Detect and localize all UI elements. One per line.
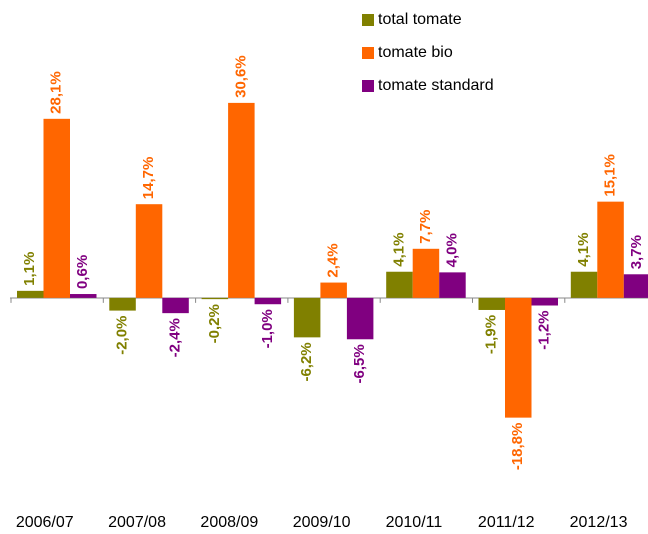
value-label: -18,8%	[509, 423, 526, 471]
x-tick-label: 2006/07	[16, 514, 74, 531]
bar	[412, 248, 440, 298]
bar	[478, 297, 505, 310]
bar	[346, 297, 374, 340]
bar	[505, 297, 532, 418]
x-tick-label: 2008/09	[200, 514, 258, 531]
bar	[43, 118, 70, 298]
x-tick-label: 2009/10	[293, 514, 351, 531]
value-label: 0,6%	[74, 255, 91, 289]
bar	[70, 294, 97, 298]
bar	[254, 297, 282, 305]
bar	[228, 102, 255, 298]
bar	[293, 297, 321, 338]
value-label: -6,2%	[298, 342, 315, 381]
bar	[320, 282, 347, 298]
bar	[135, 204, 163, 298]
legend-swatch	[362, 47, 374, 59]
bar	[570, 271, 598, 298]
bar	[162, 297, 189, 314]
value-label: 3,7%	[628, 235, 645, 269]
value-label: -6,5%	[351, 344, 368, 383]
value-label: -1,2%	[536, 311, 553, 350]
value-label: 2,4%	[325, 243, 342, 277]
value-label: 4,1%	[390, 233, 407, 267]
bar	[386, 271, 413, 298]
legend-swatch	[362, 80, 374, 92]
value-label: 7,7%	[417, 210, 434, 244]
x-tick-label: 2010/11	[386, 514, 443, 531]
value-label: 30,6%	[232, 55, 249, 98]
value-label: -0,2%	[206, 304, 223, 343]
x-tick-label: 2012/13	[570, 514, 628, 531]
bar	[597, 201, 624, 298]
value-label: 1,1%	[21, 252, 38, 286]
bar	[201, 297, 229, 300]
value-label: -1,0%	[259, 309, 276, 348]
legend-label: tomate standard	[378, 77, 494, 94]
value-label: -2,4%	[167, 318, 184, 357]
legend-swatch	[362, 14, 374, 26]
value-label: 28,1%	[48, 71, 65, 114]
bar	[17, 290, 44, 298]
bar	[623, 274, 648, 298]
legend-label: tomate bio	[378, 44, 453, 61]
value-label: 4,0%	[443, 233, 460, 267]
value-label: 4,1%	[575, 233, 592, 267]
x-tick-label: 2011/12	[478, 514, 535, 531]
value-label: -2,0%	[114, 316, 131, 355]
x-tick-label: 2007/08	[108, 514, 166, 531]
value-label: 14,7%	[140, 157, 157, 200]
value-label: 15,1%	[602, 154, 619, 197]
value-label: -1,9%	[483, 315, 500, 354]
bar	[439, 272, 466, 298]
bar	[531, 297, 558, 306]
legend-label: total tomate	[378, 11, 462, 28]
bar	[109, 297, 136, 311]
